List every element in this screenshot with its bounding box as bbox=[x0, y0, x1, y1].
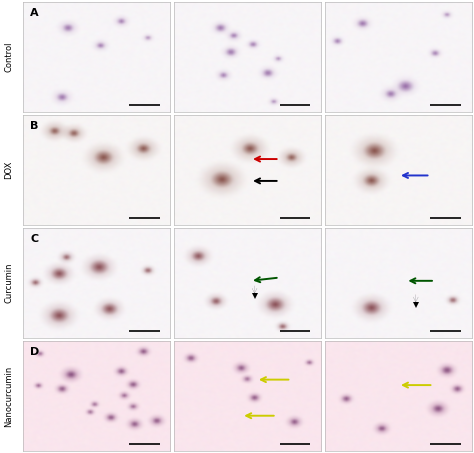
Text: Curcumin: Curcumin bbox=[4, 263, 13, 303]
Text: Control: Control bbox=[4, 42, 13, 72]
Text: A: A bbox=[30, 8, 39, 18]
Text: C: C bbox=[30, 234, 38, 244]
Text: D: D bbox=[30, 347, 39, 357]
Text: Nanocurcumin: Nanocurcumin bbox=[4, 366, 13, 427]
Text: DOX: DOX bbox=[4, 161, 13, 179]
Text: B: B bbox=[30, 121, 38, 131]
